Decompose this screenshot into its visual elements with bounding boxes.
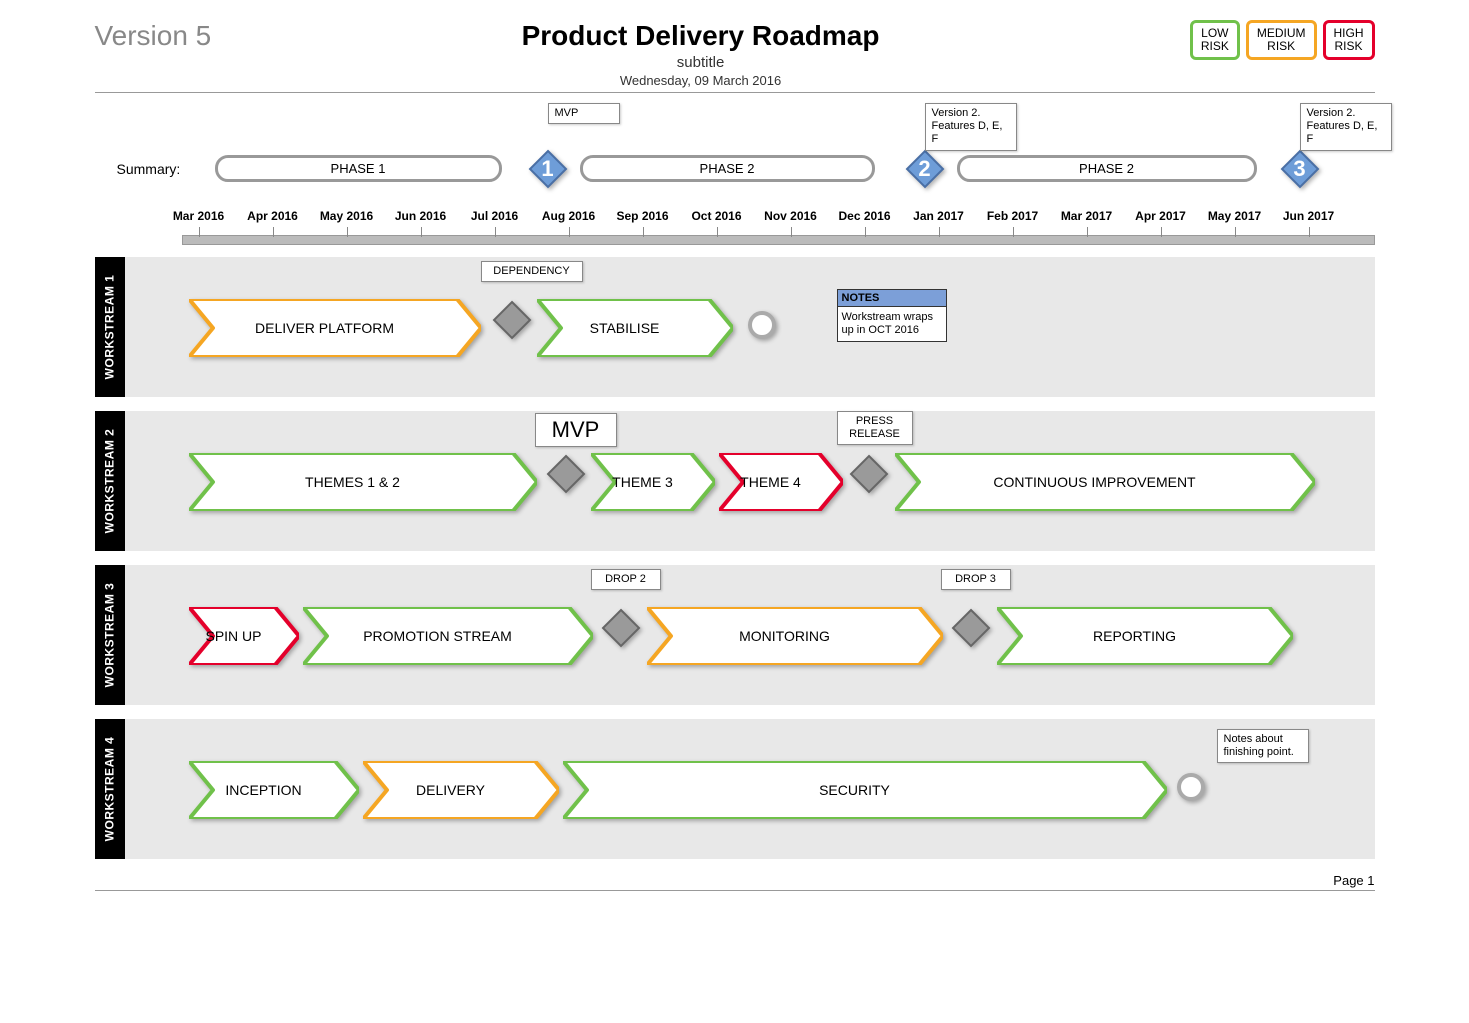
dependency-callout: DROP 3 [941, 569, 1011, 590]
dependency-diamond [600, 607, 642, 649]
dependency-diamond [491, 299, 533, 341]
chevron-task: DELIVER PLATFORM [189, 299, 481, 357]
timeline-tick-label: Dec 2016 [838, 209, 890, 223]
timeline-tick [1235, 227, 1236, 237]
notes-box: NOTESWorkstream wraps up in OCT 2016 [837, 289, 947, 342]
timeline-tick [1161, 227, 1162, 237]
end-note-callout: Notes about finishing point. [1217, 729, 1309, 763]
phase-pill: PHASE 2 [580, 155, 875, 182]
timeline-tick [273, 227, 274, 237]
dependency-diamond [545, 453, 587, 495]
risk-legend: LOWRISKMEDIUMRISKHIGHRISK [1190, 20, 1375, 60]
chevron-task: INCEPTION [189, 761, 359, 819]
timeline-tick-label: Jan 2017 [913, 209, 964, 223]
summary-label: Summary: [117, 161, 181, 177]
timeline-tick [495, 227, 496, 237]
chevron-task: THEMES 1 & 2 [189, 453, 537, 511]
chevron-task: DELIVERY [363, 761, 559, 819]
chevron-task: MONITORING [647, 607, 943, 665]
phase-pill: PHASE 2 [957, 155, 1257, 182]
chevron-task: CONTINUOUS IMPROVEMENT [895, 453, 1315, 511]
risk-badge: MEDIUMRISK [1246, 20, 1317, 60]
workstream-row: WORKSTREAM 4 INCEPTIONDELIVERYSECURITY Not… [95, 719, 1375, 859]
workstream-row: WORKSTREAM 3 SPIN UPPROMOTION STREAM MONIT… [95, 565, 1375, 705]
timeline-tick [791, 227, 792, 237]
chevron-task: THEME 4 [719, 453, 843, 511]
milestone-callout: Version 2.Features D, E, F [1300, 103, 1392, 151]
workstream-label: WORKSTREAM 4 [95, 719, 125, 859]
chevron-task: STABILISE [537, 299, 733, 357]
timeline-tick-label: Aug 2016 [542, 209, 595, 223]
chevron-task: PROMOTION STREAM [303, 607, 593, 665]
title-block: Product Delivery Roadmap subtitle Wednes… [211, 20, 1190, 88]
workstream-row: WORKSTREAM 2 THEMES 1 & 2 THEME 3THEME 4 CO… [95, 411, 1375, 551]
timeline-tick-label: Jun 2017 [1283, 209, 1334, 223]
timeline-tick [865, 227, 866, 237]
timeline-tick [1087, 227, 1088, 237]
page-title: Product Delivery Roadmap [211, 20, 1190, 52]
dependency-callout: DROP 2 [591, 569, 661, 590]
timeline-tick-label: Jun 2016 [395, 209, 446, 223]
timeline-tick-label: May 2016 [320, 209, 373, 223]
chevron-task: REPORTING [997, 607, 1293, 665]
timeline-tick-label: Apr 2017 [1135, 209, 1186, 223]
timeline-tick-label: Jul 2016 [471, 209, 518, 223]
timeline-tick-label: Mar 2016 [173, 209, 224, 223]
chevron-task: SECURITY [563, 761, 1167, 819]
dependency-callout: DEPENDENCY [481, 261, 583, 282]
page-subtitle: subtitle [211, 54, 1190, 71]
dependency-callout: PRESSRELEASE [837, 411, 913, 445]
timeline-tick-label: Mar 2017 [1061, 209, 1112, 223]
risk-badge: LOWRISK [1190, 20, 1240, 60]
timeline-tick [1309, 227, 1310, 237]
milestone-diamond: 2 [905, 149, 945, 189]
page-number: Page 1 [95, 873, 1375, 891]
chevron-task: SPIN UP [189, 607, 299, 665]
roadmap-page: Version 5 Product Delivery Roadmap subti… [95, 20, 1375, 891]
timeline-tick [1013, 227, 1014, 237]
milestone-diamond: 3 [1280, 149, 1320, 189]
chevron-task: THEME 3 [591, 453, 715, 511]
timeline-tick-label: Oct 2016 [691, 209, 741, 223]
workstream-row: WORKSTREAM 1 DELIVER PLATFORM STABILISE DEP… [95, 257, 1375, 397]
workstream-label: WORKSTREAM 3 [95, 565, 125, 705]
phase-pill: PHASE 1 [215, 155, 502, 182]
timeline-tick [939, 227, 940, 237]
endpoint-circle [748, 311, 776, 339]
timeline-axis: Mar 2016 Apr 2016 May 2016 Jun 2016 Jul 2016… [95, 209, 1375, 251]
timeline-tick [643, 227, 644, 237]
milestone-diamond: 1 [528, 149, 568, 189]
dependency-callout: MVP [535, 413, 617, 447]
timeline-tick-label: Nov 2016 [764, 209, 817, 223]
timeline-tick [421, 227, 422, 237]
risk-badge: HIGHRISK [1323, 20, 1375, 60]
milestone-callout: Version 2.Features D, E, F [925, 103, 1017, 151]
timeline-tick-label: May 2017 [1208, 209, 1261, 223]
dependency-diamond [848, 453, 890, 495]
header: Version 5 Product Delivery Roadmap subti… [95, 20, 1375, 93]
timeline-tick-label: Apr 2016 [247, 209, 298, 223]
timeline-bar [182, 235, 1375, 245]
dependency-diamond [950, 607, 992, 649]
workstreams-container: WORKSTREAM 1 DELIVER PLATFORM STABILISE DEP… [95, 257, 1375, 859]
timeline-tick-label: Feb 2017 [987, 209, 1038, 223]
version-label: Version 5 [95, 20, 212, 52]
timeline-tick [717, 227, 718, 237]
timeline-tick [199, 227, 200, 237]
timeline-tick [347, 227, 348, 237]
milestone-callout: MVP [548, 103, 620, 124]
page-date: Wednesday, 09 March 2016 [211, 73, 1190, 88]
workstream-label: WORKSTREAM 1 [95, 257, 125, 397]
timeline-tick [569, 227, 570, 237]
workstream-label: WORKSTREAM 2 [95, 411, 125, 551]
summary-row: Summary: PHASE 1 PHASE 2 PHASE 2 1 MVP 2Versi… [95, 99, 1375, 209]
timeline-tick-label: Sep 2016 [616, 209, 668, 223]
endpoint-circle [1177, 773, 1205, 801]
